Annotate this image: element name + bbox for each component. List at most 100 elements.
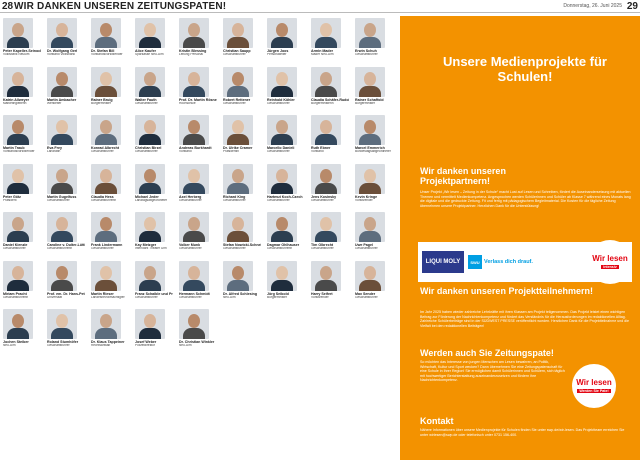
portrait-photo: [223, 66, 253, 97]
sponsor-name: Dr. Christian Winkler: [179, 340, 215, 344]
sponsor-card: Daniel Kienzle Geschäftsführer: [3, 212, 41, 251]
sponsor-name: Christian Birzel: [135, 146, 162, 150]
sponsor-name: Harry Seifert: [311, 291, 333, 296]
info-panel: Unsere Medienprojekte für Schulen! Wir d…: [400, 16, 640, 460]
sponsor-role: Intendant Theater Ulm: [135, 247, 167, 251]
sponsor-name: Hartmut Koch-Czech: [267, 194, 303, 199]
sponsor-name: Dr. Klaus Tappeiner: [91, 340, 125, 344]
portrait-photo: [179, 18, 209, 48]
sponsor-card: Richard King Geschäftsführer: [223, 163, 261, 203]
liqui-moly-logo: LIQUI MOLY: [422, 251, 464, 273]
portrait-photo: [355, 212, 385, 242]
sponsor-role: Vorstand: [311, 150, 324, 154]
sponsor-card: Dr. Ulrike Cramer Präsidentin: [223, 115, 261, 154]
section-sponsor-text: So möchten das Interesse von jungen Mens…: [420, 360, 565, 383]
sponsor-card: Rainer Bruig Bürgermeister: [91, 66, 129, 106]
panel-headline: Unsere Medienprojekte für Schulen!: [443, 54, 607, 84]
portrait-photo: [223, 163, 253, 194]
sponsor-role: Geschäftsführer: [135, 150, 158, 154]
sponsor-role: Geschäftsführer: [179, 247, 202, 251]
sponsor-role: Volksbank Neuulm: [3, 53, 30, 57]
sponsor-role: Präsident: [3, 198, 17, 202]
portrait-photo: [47, 115, 77, 145]
sponsor-card: Franz Schaible und Prof. Jürgen Schmitte…: [135, 260, 173, 300]
portrait-photo: [179, 309, 209, 339]
portrait-photo: [179, 163, 209, 194]
portrait-photo: [179, 212, 209, 242]
sponsor-role: Vorsitzender: [355, 198, 373, 202]
sponsor-card: Ruth Ebner Vorstand: [311, 115, 349, 154]
portrait-photo: [355, 115, 385, 145]
sponsor-card: Christian Birzel Geschäftsführer: [135, 115, 173, 154]
swu-logo-box: SWU: [468, 255, 482, 269]
sponsor-name: Konrad Albrecht: [91, 146, 120, 150]
sponsor-card: Dr. Alfred Schlesing Neu-Ulm: [223, 260, 261, 300]
sponsor-role: Landrätin: [47, 150, 61, 154]
section-sponsor-title: Werden auch Sie Zeitungspate!: [420, 348, 554, 358]
sponsor-role: Bürgermeisterin: [311, 101, 334, 105]
sponsor-role: Geschäftsführer: [267, 198, 290, 202]
sponsor-card: Kristin Blessing Leitung Personal: [179, 18, 217, 57]
portrait-photo: [47, 309, 77, 339]
sponsor-name: Claudia Hess: [91, 194, 114, 199]
sponsor-role: Universität: [47, 295, 63, 299]
portrait-photo: [47, 163, 77, 194]
sponsor-name: Richard King: [223, 194, 246, 199]
sponsor-name: Christian Saupp: [223, 49, 251, 53]
sponsor-role: Geschäftsführer: [267, 101, 290, 105]
sponsor-name: Jürgen Joos: [267, 49, 289, 53]
portrait-photo: [91, 115, 121, 145]
portrait-photo: [135, 18, 165, 48]
sponsor-role: Geschäftsführer: [91, 150, 114, 154]
sponsor-card: Jens Kosinsky Geschäftsführer: [311, 163, 349, 203]
sponsor-card: Marcel Emmerich Bundestagsabgeordneter: [355, 115, 393, 154]
sponsor-name: Dr. Ulrike Cramer: [223, 146, 253, 150]
sponsor-card: Frank Lindermann Geschäftsführer: [91, 212, 129, 251]
sponsor-card: Reinhold Köhler Geschäftsführer: [267, 66, 305, 106]
portrait-photo: [179, 115, 209, 145]
sponsor-card: Dr. Wolfgang Gerl Vorstand Volksbank: [47, 18, 85, 57]
portrait-photo: [311, 66, 341, 97]
sponsor-card: Konrad Albrecht Geschäftsführer: [91, 115, 129, 154]
portrait-photo: [135, 212, 165, 242]
sponsor-role: Geschäftsführer: [47, 344, 70, 348]
portrait-photo: [355, 66, 385, 97]
badge-intensiv-text: intensiv: [601, 265, 619, 269]
sponsor-name: Kevin Kringe: [355, 194, 378, 199]
portrait-photo: [3, 66, 33, 97]
sponsor-role: Geschäftsführer: [223, 247, 246, 251]
sponsor-name: Rainer Bruig: [91, 97, 113, 102]
portrait-photo: [135, 260, 165, 291]
portrait-photo: [91, 66, 121, 97]
sponsor-role: Geschäftsführer: [223, 53, 246, 57]
section-partners-title: Wir danken unseren Projektpartnern!: [420, 166, 506, 186]
sponsor-card: Peter Kapeller-SeinockerVolksbank Neuulm: [3, 18, 41, 57]
portrait-photo: [47, 260, 77, 291]
sponsor-card: Claudia Schäfer-Rudolf Bürgermeisterin: [311, 66, 349, 106]
portrait-photo: [135, 115, 165, 145]
sponsor-card: Dagmar Ohlhauser Geschäftsführerin: [267, 212, 305, 251]
sponsor-role: Geschäftsführerin: [91, 198, 117, 202]
sponsor-role: Geschäftsführer: [223, 101, 246, 105]
sponsor-card: Hermann Schmidt Geschäftsführer: [179, 260, 217, 300]
sponsor-role: Hochschule: [179, 101, 196, 105]
sponsor-card: Kay Metzger Intendant Theater Ulm: [135, 212, 173, 251]
portrait-photo: [47, 18, 77, 48]
sponsor-name: Erwin Schuh: [355, 49, 377, 53]
portrait-photo: [135, 163, 165, 194]
sponsor-role: Präsidentin: [223, 150, 239, 154]
sponsor-card: Volker Munk Geschäftsführer: [179, 212, 217, 251]
badge-wir-lesen-text: Wir lesen: [592, 254, 628, 263]
sponsor-role: Landtagsabgeordneter: [135, 198, 168, 202]
portrait-photo: [47, 66, 77, 97]
sponsor-role: Geschäftsführer: [91, 247, 114, 251]
swu-slogan: Verlass dich drauf.: [484, 259, 533, 265]
sponsor-name: Prof. Dr. Martin Rösner: [179, 97, 217, 102]
portrait-photo: [267, 212, 297, 242]
sponsor-name: Eva Frey: [47, 146, 62, 150]
portrait-photo: [135, 66, 165, 97]
sponsor-card: Tim Olbrecht Geschäftsführer: [311, 212, 349, 251]
sponsor-role: Sparkasse Neu-Ulm: [135, 53, 164, 57]
sponsor-name: Jochen Steiber: [3, 340, 29, 344]
sponsor-role: Geschäftsführer: [47, 198, 70, 202]
